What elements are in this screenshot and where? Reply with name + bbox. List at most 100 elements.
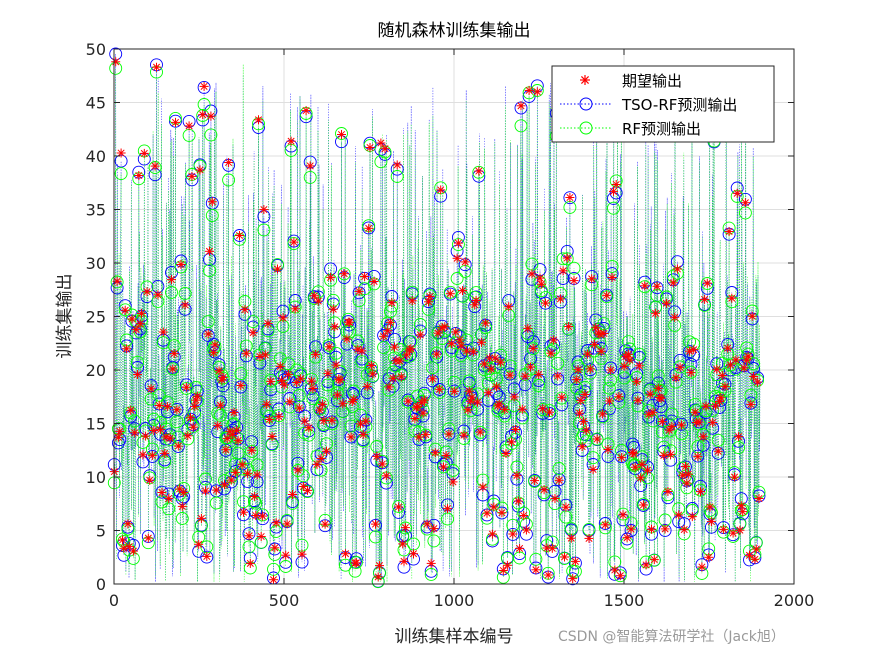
marker-expected xyxy=(294,403,304,413)
marker-expected xyxy=(526,362,535,372)
marker-expected xyxy=(312,459,322,469)
marker-expected xyxy=(634,361,644,371)
marker-expected xyxy=(141,431,151,441)
marker-rf xyxy=(590,432,604,446)
marker-expected xyxy=(542,543,552,553)
marker-expected xyxy=(618,510,628,520)
marker-expected xyxy=(550,494,560,503)
marker-expected xyxy=(410,414,420,423)
marker-expected xyxy=(448,477,458,487)
marker-expected xyxy=(453,238,463,248)
marker-expected xyxy=(657,417,667,427)
marker-rf xyxy=(647,553,661,567)
marker-rf xyxy=(296,469,310,483)
y-tick-label: 15 xyxy=(86,415,106,434)
marker-expected xyxy=(421,430,431,440)
marker-expected xyxy=(120,305,130,315)
marker-expected xyxy=(267,432,277,441)
marker-rf xyxy=(272,409,286,423)
marker-rf xyxy=(292,388,306,402)
marker-expected xyxy=(523,323,533,333)
marker-expected xyxy=(538,404,548,414)
marker-rf xyxy=(245,444,259,458)
marker-expected xyxy=(149,426,159,435)
marker-expected xyxy=(375,561,384,571)
marker-expected xyxy=(479,359,489,369)
marker-expected xyxy=(606,365,616,375)
marker-expected xyxy=(337,130,346,139)
marker-expected xyxy=(599,329,609,338)
marker-expected xyxy=(455,335,465,345)
marker-expected xyxy=(674,510,684,520)
marker-rf xyxy=(392,499,406,513)
marker-expected xyxy=(317,399,327,409)
marker-expected xyxy=(681,461,690,471)
marker-rf xyxy=(110,275,124,289)
marker-expected xyxy=(562,253,572,263)
marker-rf xyxy=(234,367,248,381)
marker-expected xyxy=(536,279,546,289)
marker-rf xyxy=(322,338,336,352)
marker-expected xyxy=(274,412,284,422)
marker-expected xyxy=(399,556,409,566)
marker-expected xyxy=(517,404,527,414)
marker-expected xyxy=(611,180,621,189)
y-tick-label: 45 xyxy=(86,94,106,113)
marker-expected xyxy=(311,349,321,359)
marker-expected xyxy=(473,397,482,407)
marker-expected xyxy=(489,502,499,512)
marker-expected xyxy=(432,349,442,359)
marker-rf xyxy=(231,446,245,460)
y-tick-label: 40 xyxy=(86,147,106,166)
marker-rf xyxy=(607,201,620,215)
marker-expected xyxy=(732,188,742,198)
marker-expected xyxy=(555,294,565,304)
marker-expected xyxy=(697,562,707,572)
marker-expected xyxy=(361,416,371,426)
marker-expected xyxy=(152,62,161,72)
marker-expected xyxy=(134,171,144,180)
marker-expected xyxy=(360,272,370,281)
marker-expected xyxy=(682,478,692,488)
marker-expected xyxy=(560,552,569,562)
marker-expected xyxy=(498,566,508,575)
marker-rf xyxy=(147,412,161,426)
marker-expected xyxy=(394,502,404,512)
marker-rf xyxy=(740,341,754,355)
marker-tso-rf xyxy=(566,572,580,586)
marker-expected xyxy=(572,375,582,385)
marker-expected xyxy=(271,518,281,528)
marker-expected xyxy=(218,372,228,382)
marker-expected xyxy=(591,323,601,333)
marker-expected xyxy=(735,525,745,535)
marker-expected xyxy=(126,405,136,415)
marker-expected xyxy=(505,370,515,380)
marker-expected xyxy=(524,85,534,95)
marker-expected xyxy=(696,487,705,497)
marker-rf xyxy=(114,167,128,181)
marker-tso-rf xyxy=(442,427,456,441)
marker-expected xyxy=(145,475,155,485)
marker-expected xyxy=(463,405,473,415)
marker-expected xyxy=(387,298,397,308)
marker-rf xyxy=(415,395,429,408)
legend-marker-tso-rf xyxy=(560,97,612,111)
marker-expected xyxy=(138,450,148,460)
marker-expected xyxy=(262,399,272,409)
marker-expected xyxy=(371,519,380,529)
marker-expected xyxy=(504,302,514,312)
marker-expected xyxy=(286,136,296,146)
marker-expected xyxy=(199,81,209,91)
marker-expected xyxy=(471,296,481,305)
marker-rf xyxy=(335,127,348,140)
marker-expected xyxy=(482,508,492,518)
marker-expected xyxy=(428,374,438,384)
marker-tso-rf xyxy=(369,518,382,532)
marker-expected xyxy=(663,487,673,496)
marker-rf xyxy=(430,346,444,360)
marker-expected xyxy=(183,431,193,441)
marker-expected xyxy=(716,393,726,403)
marker-expected xyxy=(715,396,724,406)
marker-expected xyxy=(243,468,253,478)
marker-expected xyxy=(619,361,629,371)
